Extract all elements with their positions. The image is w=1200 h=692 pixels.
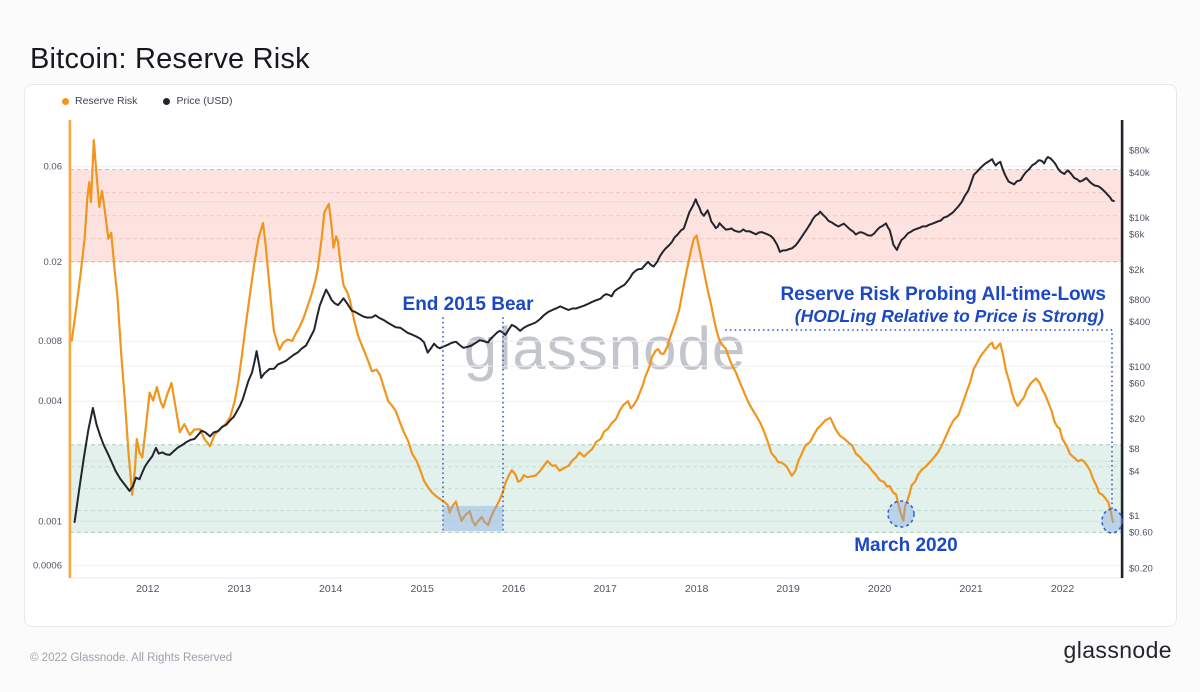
legend-label: Reserve Risk: [75, 95, 138, 107]
chart-card: [24, 84, 1177, 627]
legend-label: Price (USD): [176, 95, 233, 107]
legend-item-reserve-risk[interactable]: Reserve Risk: [62, 95, 137, 107]
chart-legend: Reserve Risk Price (USD): [62, 95, 232, 107]
glassnode-logo: glassnode: [1063, 637, 1172, 663]
copyright-text: © 2022 Glassnode. All Rights Reserved: [30, 652, 233, 664]
legend-item-price-usd-[interactable]: Price (USD): [163, 95, 232, 107]
page-title: Bitcoin: Reserve Risk: [30, 43, 310, 76]
legend-dot-icon: [62, 97, 69, 105]
legend-dot-icon: [163, 97, 171, 105]
